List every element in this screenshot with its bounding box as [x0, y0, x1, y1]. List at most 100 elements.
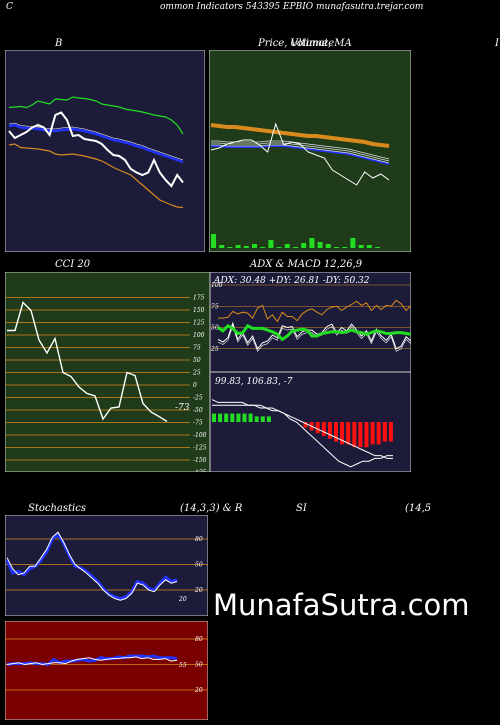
ma-mid — [211, 145, 390, 165]
volume-bar — [375, 247, 380, 248]
bb-label: B — [55, 38, 63, 49]
macd-panel: 99.83, 106.83, -7 — [210, 372, 411, 472]
macd-hist-bar — [303, 422, 308, 428]
adx-values: ADX: 30.48 +DY: 26.81 -DY: 50.32 — [213, 276, 370, 286]
adx-label: ADX & MACD 12,26,9 — [250, 259, 363, 270]
macd-hist-bar — [376, 422, 381, 445]
watermark: MunafaSutra.com — [213, 588, 470, 622]
macd-hist-bar — [334, 422, 338, 442]
macd-hist-bar — [382, 422, 387, 442]
stoch-tick-label: 50 — [195, 562, 203, 569]
volume-bar — [334, 247, 339, 248]
macd-hist-bar — [327, 422, 332, 439]
volume-bar — [227, 247, 233, 248]
ma-short-0 — [211, 144, 390, 164]
cci-tick-label: -25 — [193, 395, 203, 402]
cci-tick-label: -150 — [193, 457, 207, 464]
rsi-panel: 80 50 20 55 — [5, 621, 208, 720]
stoch-tick-label: 80 — [195, 536, 203, 543]
macd-line — [212, 404, 393, 459]
volume-bar — [260, 247, 266, 248]
volume-bar — [317, 242, 323, 248]
cci-tick-label: -50 — [193, 407, 203, 414]
macd-values: 99.83, 106.83, -7 — [215, 377, 293, 387]
cci-line — [7, 301, 168, 423]
macd-hist-bar — [346, 422, 351, 445]
stoch-d-line — [6, 531, 178, 601]
macd-hist-bar — [340, 422, 345, 445]
adx-tick-label: 100 — [211, 282, 223, 289]
cci-tick-label: -175 — [193, 470, 207, 473]
rsi-tick-label: 50 — [195, 662, 203, 669]
right-edge-letter: I — [495, 38, 499, 49]
ma-short-2 — [211, 140, 390, 160]
volume-bar — [284, 244, 290, 248]
volume-bar — [350, 238, 356, 248]
rsi-tick-label: 80 — [195, 636, 203, 643]
macd-hist-bar — [212, 413, 216, 422]
cci-tick-label: 175 — [193, 295, 205, 302]
adx-tick-label: 50 — [211, 325, 219, 332]
adx-tick-label: 25 — [210, 346, 219, 353]
macd-hist-bar — [236, 413, 241, 422]
volume-bar — [219, 245, 225, 248]
bb-price — [8, 111, 184, 188]
rsi-tick-label: 20 — [194, 687, 203, 694]
macd-hist-bar — [248, 413, 253, 422]
stoch-value: 20 — [178, 596, 187, 603]
adx-plus-dy-line — [218, 299, 411, 323]
volume-bar — [252, 244, 257, 248]
price-label-overlap: Ultimate — [290, 38, 335, 49]
cci-tick-label: 125 — [193, 320, 205, 327]
price-line — [210, 122, 390, 186]
volume-bar — [268, 240, 274, 248]
stoch-label-right: (14,5 — [405, 503, 432, 514]
cci-label: CCI 20 — [55, 259, 91, 270]
adx-line — [217, 323, 411, 342]
stoch-label-left: Stochastics — [28, 503, 86, 514]
macd-hist-bar — [364, 422, 369, 448]
cci-tick-label: -125 — [193, 445, 207, 452]
stoch-panel: 80 50 20 20 — [5, 515, 208, 616]
cci-tick-label: -100 — [193, 432, 207, 439]
macd-hist-bar — [266, 416, 271, 422]
macd-hist-bar — [388, 422, 393, 442]
volume-bar — [301, 243, 307, 248]
cci-panel: 175 150 125 100 75 50 25 0 -25 -50 -75 -100 -125 -150… — [5, 272, 210, 472]
cci-tick-label: 0 — [193, 382, 197, 389]
ma-short-1 — [211, 142, 390, 162]
header-title: ommon Indicators 543395 EPBIO munafasutr… — [160, 2, 424, 12]
cci-tick-label: 75 — [193, 345, 201, 352]
header-letter: C — [6, 2, 13, 12]
macd-hist-bar — [370, 422, 375, 445]
cci-tick-label: 50 — [193, 357, 201, 364]
volume-bar — [235, 245, 241, 248]
rsi-smooth-line — [6, 656, 178, 666]
adx-tick-label: 75 — [211, 303, 219, 310]
cci-tick-label: 100 — [193, 332, 205, 339]
macd-hist-bar — [218, 413, 223, 422]
price-ma-panel — [209, 50, 411, 252]
macd-hist-bar — [242, 413, 247, 422]
volume-bar — [325, 244, 331, 248]
price-label: Price, Volume, MA — [258, 38, 352, 49]
stoch-label-mid: (14,3,3) & R — [180, 503, 243, 514]
macd-hist-bar — [260, 416, 265, 422]
bollinger-panel — [5, 50, 205, 252]
macd-hist-bar — [230, 413, 235, 422]
bb-upper-band — [8, 96, 184, 135]
volume-bar — [309, 238, 315, 248]
volume-bar — [293, 247, 298, 248]
volume-bar — [276, 247, 282, 248]
stoch-tick-label: 20 — [194, 587, 203, 594]
volume-bar — [342, 247, 348, 248]
bb-lower-band — [8, 143, 184, 209]
macd-hist-bar — [254, 416, 259, 422]
rsi-value: 55 — [179, 662, 187, 669]
macd-hist-bar — [224, 413, 229, 422]
volume-bar — [243, 246, 249, 248]
adx-panel: 100 75 50 25 ADX: 30.48 +DY: 26.81 -DY: 50.… — [210, 272, 411, 372]
volume-bar — [366, 245, 372, 248]
macd-hist-bar — [321, 422, 326, 436]
macd-hist-bar — [352, 422, 357, 448]
